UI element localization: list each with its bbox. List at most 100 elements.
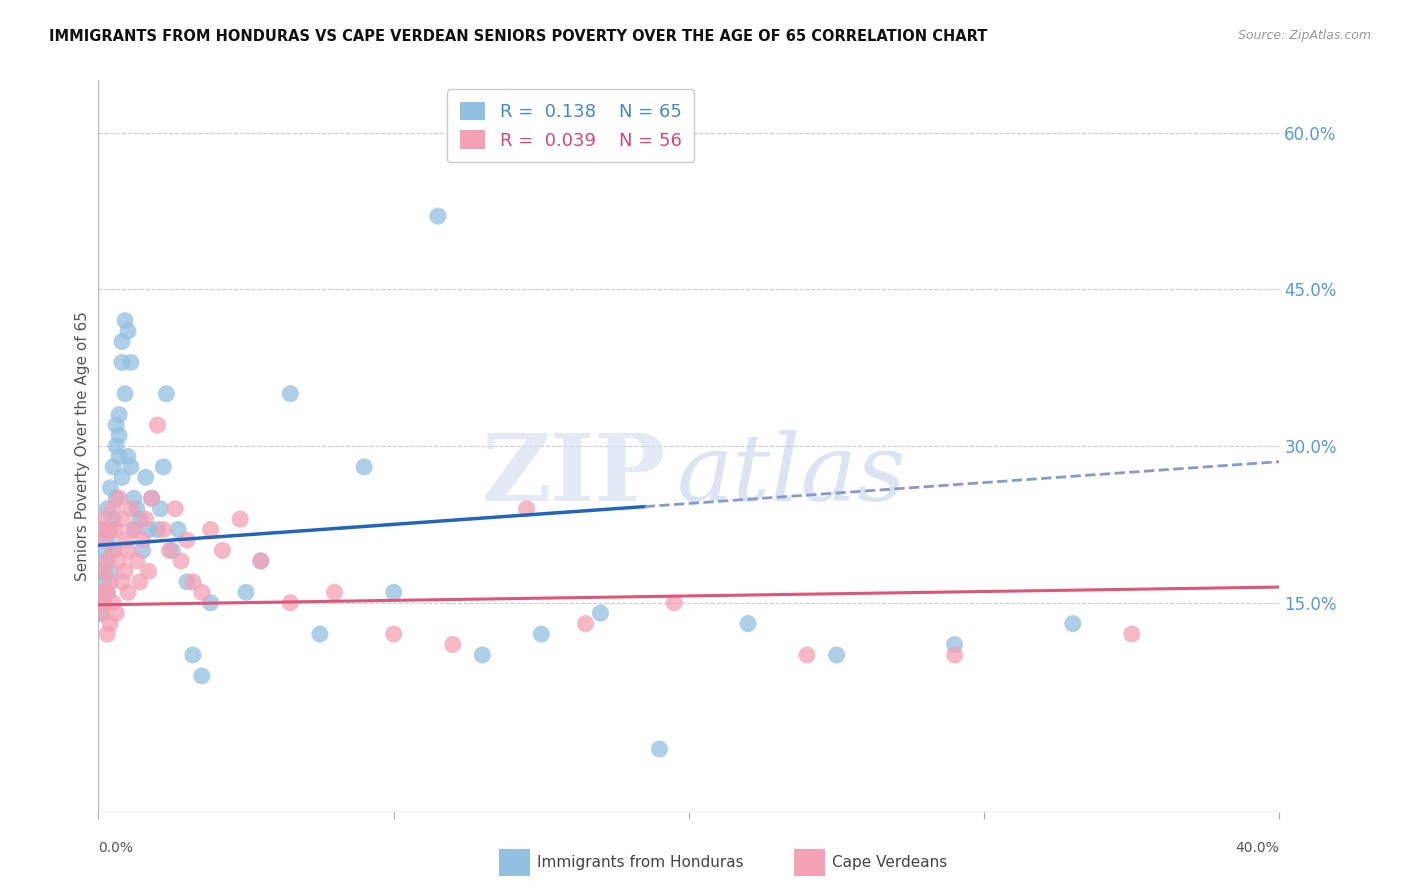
Point bbox=[149, 501, 172, 516]
Point bbox=[96, 554, 118, 568]
Point bbox=[103, 512, 125, 526]
Point bbox=[114, 386, 136, 401]
Point bbox=[943, 638, 966, 652]
Point bbox=[108, 428, 131, 442]
Point bbox=[114, 313, 136, 327]
Legend: R =  0.138    N = 65, R =  0.039    N = 56: R = 0.138 N = 65, R = 0.039 N = 56 bbox=[447, 89, 695, 162]
Point bbox=[117, 450, 139, 464]
Point bbox=[309, 627, 332, 641]
Point bbox=[96, 585, 118, 599]
Point bbox=[138, 565, 160, 579]
Point bbox=[181, 574, 204, 589]
Point bbox=[132, 533, 155, 547]
Point bbox=[141, 491, 163, 506]
Point bbox=[211, 543, 233, 558]
Point bbox=[943, 648, 966, 662]
Point bbox=[93, 512, 115, 526]
Point bbox=[90, 585, 112, 599]
Point bbox=[170, 554, 193, 568]
Point bbox=[96, 554, 118, 568]
Point bbox=[105, 523, 128, 537]
Point bbox=[441, 638, 464, 652]
Point bbox=[105, 606, 128, 620]
Point bbox=[105, 491, 128, 506]
Point bbox=[117, 543, 139, 558]
Point bbox=[125, 501, 148, 516]
Point bbox=[93, 543, 115, 558]
Point bbox=[90, 523, 112, 537]
Point bbox=[648, 742, 671, 756]
Point bbox=[589, 606, 612, 620]
Text: Immigrants from Honduras: Immigrants from Honduras bbox=[537, 855, 744, 870]
Point bbox=[278, 386, 302, 401]
Point bbox=[125, 554, 148, 568]
Point bbox=[103, 543, 125, 558]
Point bbox=[93, 565, 115, 579]
Point bbox=[122, 491, 145, 506]
Point bbox=[111, 334, 134, 349]
Point bbox=[353, 459, 375, 474]
Point bbox=[93, 574, 115, 589]
Point bbox=[146, 523, 169, 537]
Point bbox=[200, 596, 222, 610]
Point bbox=[108, 554, 131, 568]
Point bbox=[111, 512, 134, 526]
Text: Cape Verdeans: Cape Verdeans bbox=[832, 855, 948, 870]
Point bbox=[103, 596, 125, 610]
Point bbox=[90, 606, 112, 620]
Text: Source: ZipAtlas.com: Source: ZipAtlas.com bbox=[1237, 29, 1371, 42]
Point bbox=[122, 523, 145, 537]
Point bbox=[98, 616, 121, 631]
Point bbox=[90, 565, 112, 579]
Point bbox=[132, 543, 155, 558]
Point bbox=[664, 596, 686, 610]
Point bbox=[98, 565, 121, 579]
Point bbox=[111, 470, 134, 484]
Point bbox=[278, 596, 302, 610]
Point bbox=[111, 355, 134, 369]
Point bbox=[200, 523, 222, 537]
Text: atlas: atlas bbox=[678, 430, 907, 520]
Point bbox=[111, 574, 134, 589]
Point bbox=[141, 491, 163, 506]
Point bbox=[114, 565, 136, 579]
Point bbox=[105, 439, 128, 453]
Point bbox=[96, 585, 118, 599]
Point bbox=[1121, 627, 1143, 641]
Point bbox=[323, 585, 346, 599]
Point bbox=[128, 574, 150, 589]
Point bbox=[122, 523, 145, 537]
Point bbox=[108, 450, 131, 464]
Point bbox=[191, 669, 214, 683]
Point bbox=[96, 501, 118, 516]
Point bbox=[176, 574, 198, 589]
Point bbox=[176, 533, 198, 547]
Point bbox=[98, 523, 121, 537]
Point bbox=[155, 386, 177, 401]
Point bbox=[93, 596, 115, 610]
Point bbox=[120, 355, 142, 369]
Point bbox=[235, 585, 257, 599]
Point bbox=[574, 616, 596, 631]
Point bbox=[117, 585, 139, 599]
Point bbox=[152, 459, 174, 474]
Y-axis label: Seniors Poverty Over the Age of 65: Seniors Poverty Over the Age of 65 bbox=[75, 311, 90, 581]
Point bbox=[96, 627, 118, 641]
Point bbox=[530, 627, 553, 641]
Point bbox=[90, 585, 112, 599]
Point bbox=[471, 648, 494, 662]
Point bbox=[93, 523, 115, 537]
Point bbox=[128, 512, 150, 526]
Point bbox=[737, 616, 759, 631]
Text: 40.0%: 40.0% bbox=[1236, 841, 1279, 855]
Point bbox=[796, 648, 818, 662]
Point bbox=[135, 512, 157, 526]
Point bbox=[382, 627, 405, 641]
Point bbox=[250, 554, 273, 568]
Point bbox=[181, 648, 204, 662]
Point bbox=[93, 596, 115, 610]
Point bbox=[250, 554, 273, 568]
Point bbox=[90, 606, 112, 620]
Point bbox=[191, 585, 214, 599]
Point bbox=[138, 523, 160, 537]
